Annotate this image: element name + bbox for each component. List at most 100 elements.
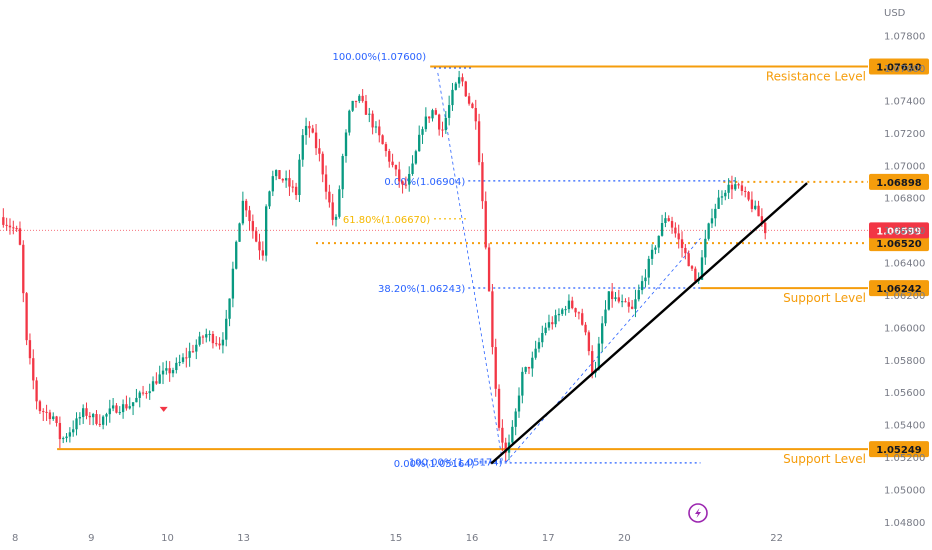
candle-body bbox=[344, 132, 348, 157]
candle-body bbox=[517, 395, 521, 412]
candle-body bbox=[178, 361, 181, 363]
candle-body bbox=[328, 191, 331, 203]
candle-body bbox=[374, 126, 378, 128]
candle-body bbox=[278, 170, 281, 180]
candle-body bbox=[98, 423, 101, 425]
candle-body bbox=[591, 351, 594, 373]
candle-body bbox=[664, 218, 667, 224]
support-lower-label: Support Level bbox=[783, 452, 866, 466]
candle-body bbox=[118, 412, 121, 414]
candle-body bbox=[571, 300, 574, 309]
candle-body bbox=[414, 151, 418, 164]
candle-body bbox=[55, 416, 58, 423]
candle-body bbox=[760, 216, 764, 223]
time-tick-label: 17 bbox=[542, 533, 555, 544]
level-06520-tag-bg bbox=[869, 235, 929, 252]
candle-body bbox=[764, 222, 767, 234]
uptrend-line[interactable] bbox=[490, 182, 808, 465]
candle-body bbox=[188, 351, 191, 358]
price-tick-label: 1.06800 bbox=[884, 194, 925, 205]
time-axis[interactable]: 8 9 10 13 15 16 17 20 22 bbox=[12, 533, 783, 544]
candle-body bbox=[637, 290, 640, 300]
candle-body bbox=[334, 216, 338, 220]
candle-body bbox=[611, 291, 614, 300]
price-tick-label: 1.05600 bbox=[884, 388, 925, 399]
trendline-drawing[interactable] bbox=[490, 182, 808, 465]
candle-body bbox=[368, 113, 371, 115]
candle-body bbox=[640, 281, 644, 291]
candle-body bbox=[744, 190, 747, 192]
horizontal-levels: 1.07610 Resistance Level 1.06242 Support Le… bbox=[0, 58, 929, 466]
candle-body bbox=[321, 153, 324, 175]
candle-body bbox=[331, 202, 334, 220]
candle-body bbox=[358, 95, 361, 102]
fib-0-bottom-label: 0.00%(1.05164) bbox=[394, 459, 475, 470]
candle-body bbox=[381, 135, 384, 145]
candle-body bbox=[32, 358, 35, 381]
candle-body bbox=[647, 258, 650, 278]
candle-body bbox=[72, 429, 75, 433]
time-tick-label: 10 bbox=[161, 533, 174, 544]
candle-body bbox=[88, 415, 91, 418]
candle-body bbox=[258, 241, 261, 251]
candle-body bbox=[680, 239, 684, 248]
candle-body bbox=[101, 416, 105, 425]
candle-body bbox=[198, 336, 201, 345]
candle-body bbox=[271, 176, 274, 192]
candle-body bbox=[471, 103, 474, 109]
candle-body bbox=[121, 404, 125, 413]
support-upper-label: Support Level bbox=[783, 291, 866, 305]
candle-body bbox=[584, 324, 587, 333]
flash-icon[interactable] bbox=[688, 503, 708, 523]
price-tick-label: 1.05200 bbox=[884, 453, 925, 464]
candle-body bbox=[524, 367, 527, 372]
candle-body bbox=[268, 191, 271, 207]
candle-body bbox=[22, 244, 25, 294]
candle-body bbox=[38, 401, 42, 412]
fib-382-label: 38.20%(1.06243) bbox=[378, 284, 465, 295]
candle-body bbox=[85, 408, 88, 416]
candle-body bbox=[195, 344, 198, 352]
candle-body bbox=[531, 357, 534, 369]
candle-body bbox=[421, 129, 424, 135]
candle-body bbox=[308, 125, 311, 129]
candle-body bbox=[650, 249, 654, 259]
candle-body bbox=[394, 165, 398, 170]
candle-body bbox=[111, 405, 115, 409]
price-tick-label: 1.07000 bbox=[884, 161, 925, 172]
price-axis[interactable]: 1.07800 1.07600 1.07400 1.07200 1.07000 1.068… bbox=[884, 32, 925, 529]
candle-body bbox=[281, 179, 284, 181]
support-lower-tag-bg bbox=[869, 441, 929, 458]
candle-body bbox=[251, 221, 255, 232]
candle-body bbox=[148, 391, 151, 394]
current-price-tag: 1.06599 bbox=[876, 226, 922, 237]
candle-body bbox=[48, 412, 52, 420]
candle-body bbox=[8, 225, 12, 228]
candle-body bbox=[288, 178, 291, 187]
candle-body bbox=[504, 442, 507, 453]
candle-body bbox=[181, 357, 185, 362]
price-tick-label: 1.07800 bbox=[884, 32, 925, 43]
candle-body bbox=[737, 184, 740, 186]
candle-body bbox=[208, 333, 211, 335]
candle-body bbox=[135, 397, 138, 403]
candle-body bbox=[607, 291, 611, 310]
candle-body bbox=[401, 181, 404, 185]
candle-body bbox=[125, 404, 128, 409]
candle-body bbox=[451, 89, 454, 106]
candle-body bbox=[52, 416, 55, 420]
candle-body bbox=[65, 436, 68, 439]
candle-body bbox=[341, 156, 344, 190]
candle-body bbox=[428, 116, 431, 119]
candle-body bbox=[151, 381, 155, 392]
candle-body bbox=[454, 83, 457, 90]
candle-body bbox=[201, 336, 205, 338]
candle-body bbox=[78, 417, 82, 419]
candle-body bbox=[554, 315, 557, 325]
candle-body bbox=[411, 163, 414, 174]
fib-100-top-label: 100.00%(1.07600) bbox=[333, 52, 427, 63]
candle-body bbox=[68, 432, 72, 437]
candle-body bbox=[228, 298, 231, 319]
candle-body bbox=[231, 268, 235, 299]
